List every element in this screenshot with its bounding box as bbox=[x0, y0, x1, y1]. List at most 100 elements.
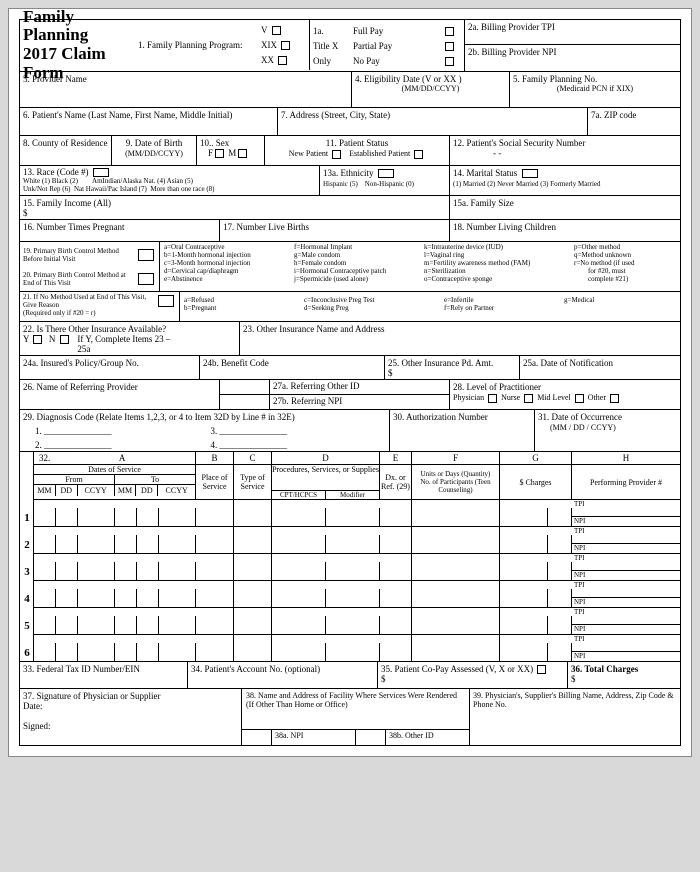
s30: 30. Authorization Number bbox=[390, 410, 535, 451]
tpi-6: TPI bbox=[572, 635, 680, 645]
chk-new[interactable] bbox=[332, 150, 341, 159]
only: Only bbox=[313, 54, 353, 69]
chk-other[interactable] bbox=[610, 394, 619, 403]
npi-2: NPI bbox=[572, 543, 680, 553]
chk-phys[interactable] bbox=[488, 394, 497, 403]
chk-race[interactable] bbox=[93, 168, 109, 177]
chk-est[interactable] bbox=[414, 150, 423, 159]
s22: 22. Is There Other Insurance Available? bbox=[23, 324, 166, 334]
s29: 29. Diagnosis Code (Relate Items 1,2,3, … bbox=[23, 412, 295, 422]
chk-mid[interactable] bbox=[575, 394, 584, 403]
s7a: 7a. ZIP code bbox=[588, 108, 680, 135]
chk-copay[interactable] bbox=[537, 665, 546, 674]
r1: White (1) Black (2) bbox=[23, 177, 78, 185]
s8: 8. County of Residence bbox=[20, 136, 112, 165]
s38a: 38a. NPI bbox=[272, 730, 356, 745]
chk-n[interactable] bbox=[60, 335, 69, 344]
dollar-36: $ bbox=[571, 674, 576, 684]
colC: C bbox=[234, 452, 272, 464]
s18: 18. Number Living Children bbox=[450, 220, 680, 241]
chk-21[interactable] bbox=[158, 295, 174, 307]
s3: 3. Provider Name bbox=[20, 72, 352, 107]
s20: 20. Primary Birth Control Method at End … bbox=[23, 271, 136, 287]
chk-20[interactable] bbox=[138, 273, 154, 285]
bc-g: g=Male condom bbox=[294, 251, 424, 259]
s10: 10.. Sex bbox=[200, 138, 229, 148]
rownum-4: 4 bbox=[20, 581, 34, 607]
titlex: Title X bbox=[313, 39, 353, 54]
colA: A bbox=[119, 453, 126, 463]
hdr-dates: Dates of Service bbox=[34, 465, 195, 475]
hdr-to: To bbox=[115, 475, 195, 484]
hdr-charges: $ Charges bbox=[500, 465, 572, 499]
bc-b: b=1-Month hormonal injection bbox=[164, 251, 294, 259]
chk-fullpay[interactable] bbox=[445, 27, 454, 36]
chk-m[interactable] bbox=[238, 149, 247, 158]
s27b: 27b. Referring NPI bbox=[273, 396, 342, 409]
bc-o: o=Contraceptive sponge bbox=[424, 275, 574, 283]
rownum-3: 3 bbox=[20, 554, 34, 580]
s14: 14. Marital Status bbox=[453, 168, 517, 178]
bc-q: q=Method unknown bbox=[574, 251, 676, 259]
s28m: Mid Level bbox=[537, 393, 571, 402]
rownum-2: 2 bbox=[20, 527, 34, 553]
chk-partial[interactable] bbox=[445, 42, 454, 51]
npi-3: NPI bbox=[572, 570, 680, 580]
page: Family Planning2017 Claim Form 1. Family… bbox=[8, 8, 692, 757]
eth1: Hispanic (5) bbox=[323, 180, 358, 188]
r2: AmIndian/Alaska Nat. (4) Asian (5) bbox=[92, 177, 193, 185]
s35: 35. Patient Co-Pay Assessed (V, X or XX) bbox=[381, 664, 533, 674]
s22y: Y bbox=[23, 334, 29, 344]
chk-y[interactable] bbox=[33, 335, 42, 344]
s17: 17. Number Live Births bbox=[220, 220, 450, 241]
s13a: 13a. Ethnicity bbox=[323, 168, 374, 178]
hdr-from: From bbox=[34, 475, 115, 484]
s24b: 24b. Benefit Code bbox=[200, 356, 385, 379]
s37date: Date: bbox=[23, 701, 43, 711]
chk-nurse[interactable] bbox=[524, 394, 533, 403]
chk-eth[interactable] bbox=[378, 169, 394, 178]
s25: 25. Other Insurance Pd. Amt. bbox=[388, 358, 493, 368]
bc-j: j=Spermicide (used alone) bbox=[294, 275, 424, 283]
s28n: Nurse bbox=[501, 393, 520, 402]
bc-m: m=Fertility awareness method (FAM) bbox=[424, 259, 574, 267]
s28p: Physician bbox=[453, 393, 484, 402]
bc-k: k=Intrauterine device (IUD) bbox=[424, 243, 574, 251]
hdr-proc: Procedures, Services, or Supplies bbox=[272, 465, 379, 491]
tpi-5: TPI bbox=[572, 608, 680, 618]
fullpay: Full Pay bbox=[353, 24, 443, 39]
r4: Nat Hawaii/Pac Island (7) bbox=[74, 185, 147, 193]
rd: d=Seeking Preg bbox=[304, 304, 444, 312]
s21req: (Required only if #20 = r) bbox=[23, 309, 176, 317]
s9sub: (MM/DD/CCYY) bbox=[125, 149, 183, 158]
s10f: F bbox=[208, 148, 213, 158]
s34: 34. Patient's Account No. (optional) bbox=[188, 662, 378, 688]
bc-a: a=Oral Contraceptive bbox=[164, 243, 294, 251]
dd1: DD bbox=[56, 485, 78, 496]
mm1: MM bbox=[34, 485, 56, 496]
chk-xx[interactable] bbox=[278, 56, 287, 65]
chk-v[interactable] bbox=[272, 26, 281, 35]
chk-f[interactable] bbox=[215, 149, 224, 158]
chk-xix[interactable] bbox=[281, 41, 290, 50]
s19: 19. Primary Birth Control Method Before … bbox=[23, 247, 136, 263]
s12dash: - - bbox=[453, 148, 501, 158]
cy1: CCYY bbox=[78, 485, 115, 496]
rownum-5: 5 bbox=[20, 608, 34, 634]
chk-marital[interactable] bbox=[522, 169, 538, 178]
d1: 1. _______________ bbox=[35, 426, 211, 436]
chk-nopay[interactable] bbox=[445, 57, 454, 66]
hdr-units: Units or Days (Quantity) No. of Particip… bbox=[412, 465, 500, 499]
xx: XX bbox=[261, 55, 274, 65]
s39: 39. Physician's, Supplier's Billing Name… bbox=[470, 689, 680, 745]
s11: 11. Patient Status bbox=[326, 138, 388, 148]
s31sub: (MM / DD / CCYY) bbox=[538, 423, 616, 432]
chk-19[interactable] bbox=[138, 249, 154, 261]
hdr-dx: Dx. or Ref. (29) bbox=[380, 465, 412, 499]
bc-d: d=Cervical cap/diaphragm bbox=[164, 267, 294, 275]
s36: 36. Total Charges bbox=[571, 664, 638, 674]
re: e=Infertile bbox=[444, 296, 564, 304]
s26: 26. Name of Referring Provider bbox=[20, 380, 220, 409]
s15: 15. Family Income (All) bbox=[23, 198, 111, 208]
rf: f=Rely on Partner bbox=[444, 304, 564, 312]
